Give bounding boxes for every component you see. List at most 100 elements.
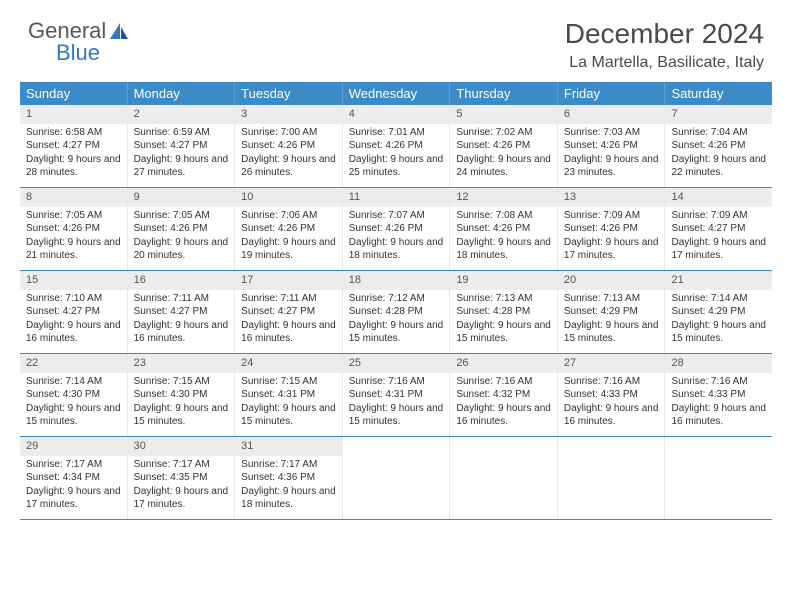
day-body: Sunrise: 6:59 AMSunset: 4:27 PMDaylight:…	[128, 124, 235, 184]
day-body: Sunrise: 7:14 AMSunset: 4:30 PMDaylight:…	[20, 373, 127, 433]
day-body: Sunrise: 7:11 AMSunset: 4:27 PMDaylight:…	[128, 290, 235, 350]
sunset-line: Sunset: 4:26 PM	[134, 222, 229, 236]
daylight-line: Daylight: 9 hours and 22 minutes.	[671, 153, 766, 180]
sunrise-line: Sunrise: 7:14 AM	[26, 375, 121, 389]
sunrise-line: Sunrise: 7:04 AM	[671, 126, 766, 140]
sunrise-line: Sunrise: 7:15 AM	[241, 375, 336, 389]
daylight-line: Daylight: 9 hours and 15 minutes.	[26, 402, 121, 429]
daylight-line: Daylight: 9 hours and 25 minutes.	[349, 153, 444, 180]
day-body: Sunrise: 7:13 AMSunset: 4:29 PMDaylight:…	[558, 290, 665, 350]
daylight-line: Daylight: 9 hours and 16 minutes.	[241, 319, 336, 346]
day-number: 26	[450, 354, 557, 373]
day-cell: 2Sunrise: 6:59 AMSunset: 4:27 PMDaylight…	[128, 105, 236, 187]
day-number: 9	[128, 188, 235, 207]
day-cell: 10Sunrise: 7:06 AMSunset: 4:26 PMDayligh…	[235, 188, 343, 270]
daylight-line: Daylight: 9 hours and 16 minutes.	[456, 402, 551, 429]
week-row: 1Sunrise: 6:58 AMSunset: 4:27 PMDaylight…	[20, 105, 772, 188]
sunset-line: Sunset: 4:31 PM	[241, 388, 336, 402]
sunset-line: Sunset: 4:28 PM	[456, 305, 551, 319]
daylight-line: Daylight: 9 hours and 27 minutes.	[134, 153, 229, 180]
sunrise-line: Sunrise: 7:07 AM	[349, 209, 444, 223]
header: General Blue December 2024 La Martella, …	[0, 0, 792, 76]
sunrise-line: Sunrise: 7:01 AM	[349, 126, 444, 140]
day-number: 11	[343, 188, 450, 207]
daylight-line: Daylight: 9 hours and 24 minutes.	[456, 153, 551, 180]
weeks-container: 1Sunrise: 6:58 AMSunset: 4:27 PMDaylight…	[20, 105, 772, 520]
day-cell	[450, 437, 558, 519]
sunset-line: Sunset: 4:26 PM	[241, 222, 336, 236]
daylight-line: Daylight: 9 hours and 17 minutes.	[26, 485, 121, 512]
day-cell: 30Sunrise: 7:17 AMSunset: 4:35 PMDayligh…	[128, 437, 236, 519]
day-body: Sunrise: 7:07 AMSunset: 4:26 PMDaylight:…	[343, 207, 450, 267]
weekday-header: Friday	[558, 82, 666, 105]
day-number: 13	[558, 188, 665, 207]
sunset-line: Sunset: 4:27 PM	[26, 305, 121, 319]
sunrise-line: Sunrise: 7:02 AM	[456, 126, 551, 140]
day-cell: 7Sunrise: 7:04 AMSunset: 4:26 PMDaylight…	[665, 105, 772, 187]
day-body: Sunrise: 7:06 AMSunset: 4:26 PMDaylight:…	[235, 207, 342, 267]
day-body: Sunrise: 7:16 AMSunset: 4:31 PMDaylight:…	[343, 373, 450, 433]
sunset-line: Sunset: 4:28 PM	[349, 305, 444, 319]
sunrise-line: Sunrise: 7:05 AM	[26, 209, 121, 223]
sunset-line: Sunset: 4:29 PM	[564, 305, 659, 319]
daylight-line: Daylight: 9 hours and 28 minutes.	[26, 153, 121, 180]
day-cell: 1Sunrise: 6:58 AMSunset: 4:27 PMDaylight…	[20, 105, 128, 187]
day-number: 17	[235, 271, 342, 290]
logo: General Blue	[28, 18, 132, 66]
daylight-line: Daylight: 9 hours and 15 minutes.	[241, 402, 336, 429]
day-body: Sunrise: 7:01 AMSunset: 4:26 PMDaylight:…	[343, 124, 450, 184]
day-body: Sunrise: 7:11 AMSunset: 4:27 PMDaylight:…	[235, 290, 342, 350]
sunset-line: Sunset: 4:26 PM	[349, 139, 444, 153]
day-number: 29	[20, 437, 127, 456]
day-number: 30	[128, 437, 235, 456]
day-cell: 12Sunrise: 7:08 AMSunset: 4:26 PMDayligh…	[450, 188, 558, 270]
day-cell: 28Sunrise: 7:16 AMSunset: 4:33 PMDayligh…	[665, 354, 772, 436]
daylight-line: Daylight: 9 hours and 26 minutes.	[241, 153, 336, 180]
sunrise-line: Sunrise: 7:11 AM	[241, 292, 336, 306]
daylight-line: Daylight: 9 hours and 16 minutes.	[671, 402, 766, 429]
day-cell: 8Sunrise: 7:05 AMSunset: 4:26 PMDaylight…	[20, 188, 128, 270]
sunrise-line: Sunrise: 7:11 AM	[134, 292, 229, 306]
sunrise-line: Sunrise: 7:16 AM	[349, 375, 444, 389]
day-body: Sunrise: 7:13 AMSunset: 4:28 PMDaylight:…	[450, 290, 557, 350]
day-cell: 9Sunrise: 7:05 AMSunset: 4:26 PMDaylight…	[128, 188, 236, 270]
day-body: Sunrise: 7:16 AMSunset: 4:32 PMDaylight:…	[450, 373, 557, 433]
weekday-header-row: SundayMondayTuesdayWednesdayThursdayFrid…	[20, 82, 772, 105]
sunrise-line: Sunrise: 7:08 AM	[456, 209, 551, 223]
day-number: 1	[20, 105, 127, 124]
sunrise-line: Sunrise: 7:00 AM	[241, 126, 336, 140]
day-body: Sunrise: 7:09 AMSunset: 4:26 PMDaylight:…	[558, 207, 665, 267]
sunset-line: Sunset: 4:26 PM	[241, 139, 336, 153]
day-cell: 23Sunrise: 7:15 AMSunset: 4:30 PMDayligh…	[128, 354, 236, 436]
sunset-line: Sunset: 4:26 PM	[564, 139, 659, 153]
day-body: Sunrise: 7:14 AMSunset: 4:29 PMDaylight:…	[665, 290, 772, 350]
daylight-line: Daylight: 9 hours and 17 minutes.	[564, 236, 659, 263]
day-number: 27	[558, 354, 665, 373]
day-cell: 11Sunrise: 7:07 AMSunset: 4:26 PMDayligh…	[343, 188, 451, 270]
month-title: December 2024	[565, 18, 764, 50]
day-cell: 25Sunrise: 7:16 AMSunset: 4:31 PMDayligh…	[343, 354, 451, 436]
day-number: 23	[128, 354, 235, 373]
week-row: 22Sunrise: 7:14 AMSunset: 4:30 PMDayligh…	[20, 354, 772, 437]
day-cell: 18Sunrise: 7:12 AMSunset: 4:28 PMDayligh…	[343, 271, 451, 353]
day-cell: 4Sunrise: 7:01 AMSunset: 4:26 PMDaylight…	[343, 105, 451, 187]
weekday-header: Thursday	[450, 82, 558, 105]
day-number: 20	[558, 271, 665, 290]
day-body: Sunrise: 7:12 AMSunset: 4:28 PMDaylight:…	[343, 290, 450, 350]
day-cell: 31Sunrise: 7:17 AMSunset: 4:36 PMDayligh…	[235, 437, 343, 519]
day-number: 10	[235, 188, 342, 207]
day-number: 7	[665, 105, 772, 124]
day-number: 12	[450, 188, 557, 207]
sunrise-line: Sunrise: 7:13 AM	[564, 292, 659, 306]
sunrise-line: Sunrise: 7:12 AM	[349, 292, 444, 306]
day-cell	[665, 437, 772, 519]
sunset-line: Sunset: 4:27 PM	[241, 305, 336, 319]
day-number: 15	[20, 271, 127, 290]
day-cell: 16Sunrise: 7:11 AMSunset: 4:27 PMDayligh…	[128, 271, 236, 353]
day-number: 16	[128, 271, 235, 290]
day-number: 4	[343, 105, 450, 124]
sunrise-line: Sunrise: 7:17 AM	[134, 458, 229, 472]
sunrise-line: Sunrise: 6:58 AM	[26, 126, 121, 140]
day-cell: 26Sunrise: 7:16 AMSunset: 4:32 PMDayligh…	[450, 354, 558, 436]
sunset-line: Sunset: 4:35 PM	[134, 471, 229, 485]
